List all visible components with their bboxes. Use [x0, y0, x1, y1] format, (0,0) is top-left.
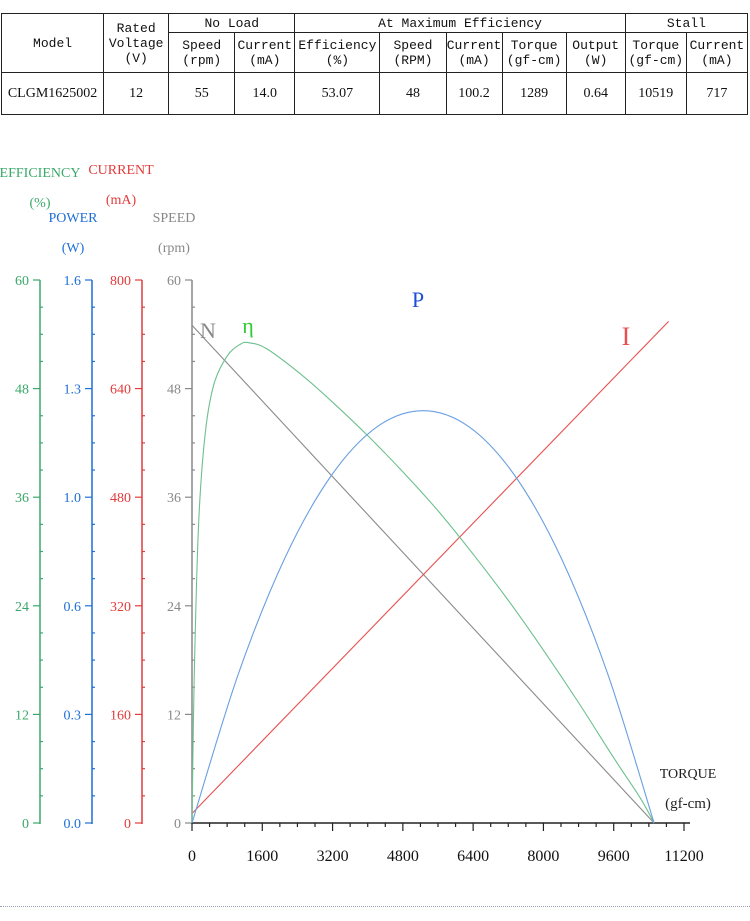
- series-power-curve: [191, 410, 655, 824]
- x-axis-label: TORQUE: [660, 767, 717, 782]
- cell-maxeff-current: 100.2: [445, 72, 503, 115]
- current-axis-label: CURRENT: [88, 163, 154, 178]
- cell-stall-current: 717: [685, 72, 749, 115]
- series-efficiency-curve: [191, 341, 655, 824]
- efficiency-tick-label: 48: [15, 383, 29, 398]
- series-power-label: P: [412, 287, 424, 312]
- power-tick-label: 0.3: [64, 708, 82, 723]
- current-axis-label: (mA): [106, 193, 137, 208]
- x-tick-label: 8000: [527, 848, 559, 865]
- x-tick-label: 6400: [457, 848, 489, 865]
- speed-axis-label: (rpm): [158, 241, 190, 256]
- header-model: Model: [0, 13, 105, 73]
- power-tick-label: 0.0: [64, 817, 82, 832]
- cell-rated-voltage: 12: [103, 72, 170, 115]
- x-tick-label: 11200: [664, 848, 703, 865]
- efficiency-tick-label: 0: [22, 817, 29, 832]
- speed-tick-label: 0: [174, 817, 181, 832]
- current-tick-label: 800: [110, 274, 131, 289]
- current-tick-label: 640: [110, 383, 131, 398]
- power-tick-label: 1.6: [64, 274, 82, 289]
- spec-table: Model Rated Voltage (V) No Load At Maxim…: [0, 13, 749, 115]
- cell-maxeff-efficiency: 53.07: [294, 72, 381, 115]
- header-max-efficiency: At Maximum Efficiency: [294, 13, 626, 33]
- cell-noload-speed: 55: [168, 72, 236, 115]
- efficiency-tick-label: 24: [15, 600, 29, 615]
- speed-axis-label: SPEED: [153, 211, 196, 226]
- x-tick-label: 4800: [387, 848, 419, 865]
- current-tick-label: 320: [110, 600, 131, 615]
- header-rated-voltage: Rated Voltage (V): [103, 13, 170, 73]
- series-speed-label: N: [200, 318, 216, 343]
- current-tick-label: 160: [110, 708, 131, 723]
- subheader-speed: Speed (RPM): [379, 32, 447, 73]
- cell-maxeff-speed: 48: [379, 72, 447, 115]
- current-tick-label: 0: [124, 817, 131, 832]
- speed-tick-label: 12: [167, 708, 181, 723]
- current-tick-label: 480: [110, 491, 131, 506]
- efficiency-axis-label: EFFICIENCY: [0, 166, 80, 181]
- power-tick-label: 0.6: [64, 600, 82, 615]
- x-tick-label: 9600: [598, 848, 630, 865]
- power-axis-label: (W): [62, 241, 85, 256]
- subheader-current: Current (mA): [685, 32, 749, 73]
- cell-maxeff-output: 0.64: [565, 72, 626, 115]
- series-current-label: I: [622, 322, 631, 351]
- x-tick-label: 3200: [317, 848, 349, 865]
- speed-tick-label: 60: [167, 274, 181, 289]
- efficiency-tick-label: 36: [15, 491, 29, 506]
- subheader-current: Current (mA): [445, 32, 503, 73]
- speed-tick-label: 48: [167, 383, 181, 398]
- x-tick-label: 1600: [246, 848, 278, 865]
- subheader-efficiency: Efficiency (%): [294, 32, 381, 73]
- x-tick-label: 0: [188, 848, 196, 865]
- series-speed-curve: [191, 324, 655, 824]
- efficiency-tick-label: 12: [15, 708, 29, 723]
- x-axis-label: (gf-cm): [665, 796, 711, 812]
- efficiency-tick-label: 60: [15, 274, 29, 289]
- speed-tick-label: 24: [167, 600, 181, 615]
- efficiency-axis-label: (%): [30, 196, 51, 211]
- speed-tick-label: 36: [167, 491, 181, 506]
- cell-stall-torque: 10519: [624, 72, 687, 115]
- series-efficiency-label: η: [242, 313, 254, 338]
- subheader-output: Output (W): [565, 32, 626, 73]
- dotted-divider: [0, 906, 750, 907]
- power-axis-label: POWER: [49, 211, 99, 226]
- series-current-curve: [191, 320, 670, 814]
- power-tick-label: 1.3: [64, 383, 82, 398]
- power-tick-label: 1.0: [64, 491, 82, 506]
- cell-noload-current: 14.0: [234, 72, 296, 115]
- subheader-torque: Torque (gf-cm): [501, 32, 567, 73]
- cell-model: CLGM1625002: [0, 72, 105, 115]
